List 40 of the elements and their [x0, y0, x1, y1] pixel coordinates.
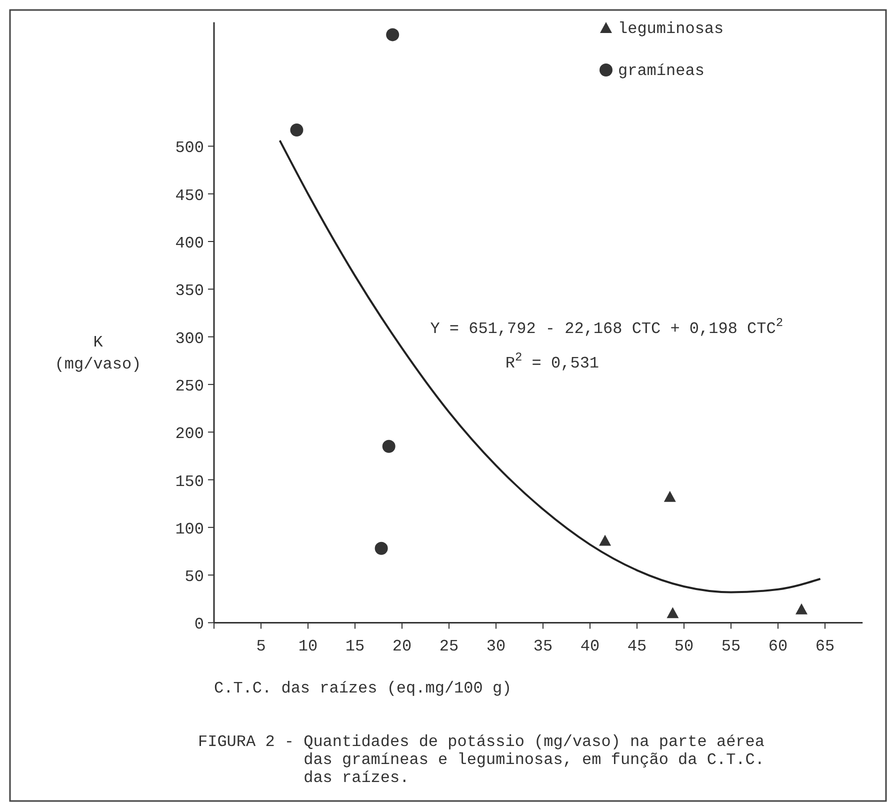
legend-label: gramíneas — [618, 62, 704, 80]
x-tick-label: 20 — [392, 638, 412, 656]
y-tick-label: 450 — [175, 186, 204, 205]
x-tick-label: 60 — [768, 638, 788, 656]
line-series — [278, 139, 822, 594]
annotation: Y = 651,792 - 22,168 CTC + 0,198 CTC$^{2}$ — [430, 316, 784, 338]
x-tick-label: 15 — [345, 638, 365, 656]
point — [386, 28, 400, 42]
y-tick-label: 300 — [175, 330, 204, 348]
y-tick-label: 200 — [175, 425, 204, 444]
point — [664, 490, 676, 502]
x-tick-label: 5 — [256, 638, 266, 656]
y-tick-label: 400 — [175, 234, 204, 252]
y-axis-title: K (mg/vaso) — [54, 333, 142, 374]
x-tick-label: 65 — [815, 638, 835, 656]
point — [374, 542, 388, 555]
point — [290, 124, 304, 136]
point — [599, 534, 612, 546]
y-tick-label: 100 — [175, 520, 204, 538]
y-tick-label: 50 — [184, 568, 204, 586]
x-tick-label: 25 — [439, 638, 459, 656]
x-tick-label: 55 — [721, 638, 741, 656]
y-tick-label: 500 — [175, 139, 204, 158]
x-tick-label: 45 — [627, 638, 647, 656]
x-tick-label: 40 — [580, 638, 600, 656]
point — [382, 440, 396, 453]
x-axis-title: C.T.C. das raízes (eq.mg/100 g) — [214, 680, 512, 698]
x-tick-label: 10 — [298, 638, 318, 656]
x-tick-label: 35 — [533, 638, 553, 656]
y-tick-label: 0 — [194, 616, 204, 634]
y-tick-label: 350 — [175, 282, 204, 300]
annotation: R$^{2}$ = 0,531 — [505, 350, 600, 372]
y-tick-label: 150 — [175, 472, 204, 491]
x-tick-label: 50 — [674, 638, 694, 656]
text: FIGURA 2 - Quantidades de potássio (mg/vaso) na parte aérea das gramíneas e leguminosas, em função da C.T.C. das raízes. — [198, 733, 765, 787]
x-tick-label: 30 — [486, 638, 506, 656]
point — [666, 607, 679, 618]
legend-label: leguminosas — [618, 20, 724, 38]
y-tick-label: 250 — [175, 377, 204, 396]
point — [796, 603, 808, 614]
